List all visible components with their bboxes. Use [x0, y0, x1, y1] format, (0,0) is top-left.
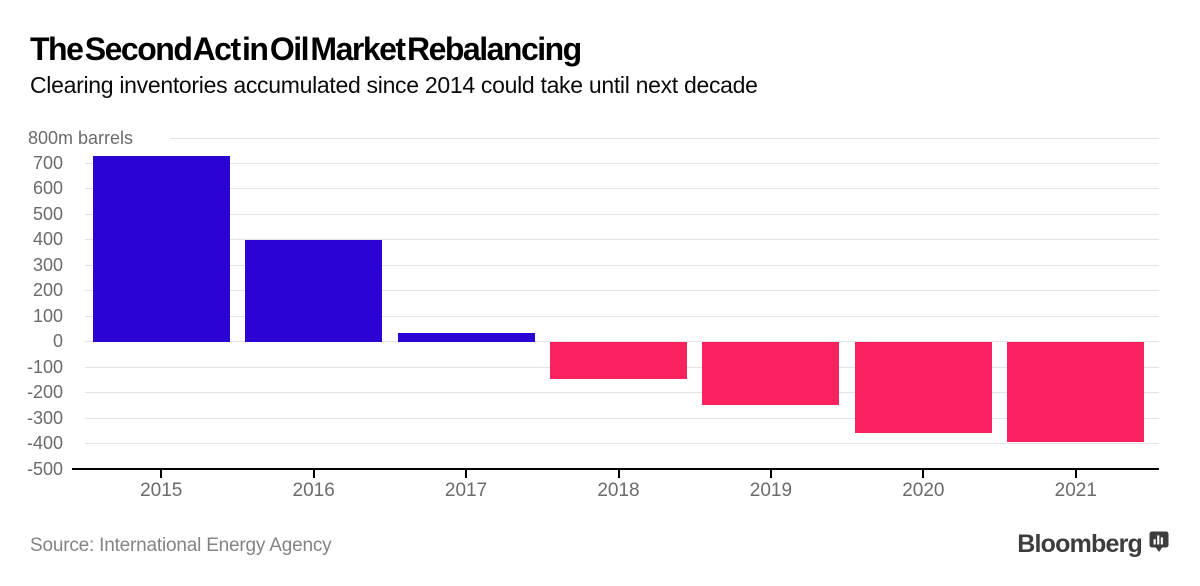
x-axis-label-2018: 2018 [597, 480, 640, 501]
chart-subtitle: Clearing inventories accumulated since 2… [30, 72, 758, 98]
gridline-y--200 [85, 392, 1159, 394]
x-axis-tick-2021 [1074, 470, 1077, 478]
x-axis-label-2015: 2015 [140, 480, 183, 501]
x-axis-label-2016: 2016 [292, 480, 335, 501]
source-text: Source: International Energy Agency [30, 535, 332, 556]
x-axis-line [72, 468, 1159, 470]
x-axis-label-2019: 2019 [749, 480, 793, 501]
y-axis-label-0: 0 [52, 331, 63, 352]
gridline-y-600 [85, 188, 1159, 190]
x-axis-label-2021: 2021 [1054, 480, 1097, 501]
gridline-y-300 [85, 264, 1159, 266]
x-axis-tick-2020 [922, 470, 925, 478]
gridline-y-800 [170, 137, 1159, 139]
bloomberg-wordmark: Bloomberg [1017, 530, 1143, 558]
y-axis-label-600: 600 [32, 178, 63, 199]
bar-chart-bubble-icon [1149, 531, 1169, 552]
gridline-y-100 [85, 315, 1159, 317]
chart-title: The Second Act in Oil Market Rebalancing [30, 31, 582, 67]
bar-2019 [702, 341, 840, 406]
gridline-y--300 [85, 417, 1159, 419]
y-axis-label-800: 800m barrels [28, 127, 134, 148]
bar-2017 [397, 332, 535, 342]
bar-2020 [854, 341, 992, 434]
gridline-y-500 [85, 213, 1159, 215]
y-axis-label--200: -200 [26, 382, 63, 403]
bar-2016 [245, 239, 383, 342]
y-axis-label-700: 700 [32, 152, 63, 173]
gridline-y-200 [85, 290, 1159, 292]
bar-2015 [92, 155, 230, 342]
y-axis-label-100: 100 [32, 305, 63, 326]
y-axis-label-200: 200 [32, 280, 63, 301]
x-axis-tick-2015 [160, 470, 163, 478]
x-axis-tick-2018 [617, 470, 620, 478]
bar-2021 [1007, 341, 1145, 443]
y-axis-label--300: -300 [26, 407, 63, 428]
x-axis-tick-2016 [312, 470, 315, 478]
y-axis-label--500: -500 [26, 458, 63, 479]
y-axis-label-500: 500 [32, 203, 63, 224]
x-axis-tick-2019 [769, 470, 772, 478]
gridline-y-700 [85, 162, 1159, 164]
y-axis-label-300: 300 [32, 254, 63, 275]
bar-2018 [550, 341, 687, 379]
bloomberg-logo: Bloomberg [1017, 530, 1169, 557]
x-axis-label-2020: 2020 [902, 480, 945, 501]
x-axis-tick-2017 [465, 470, 468, 478]
y-axis-label--400: -400 [26, 433, 63, 454]
y-axis-label-400: 400 [32, 229, 63, 250]
x-axis-label-2017: 2017 [444, 480, 488, 501]
y-axis-label--100: -100 [26, 356, 63, 377]
gridline-y-400 [85, 239, 1159, 241]
gridline-y--400 [85, 443, 1159, 445]
